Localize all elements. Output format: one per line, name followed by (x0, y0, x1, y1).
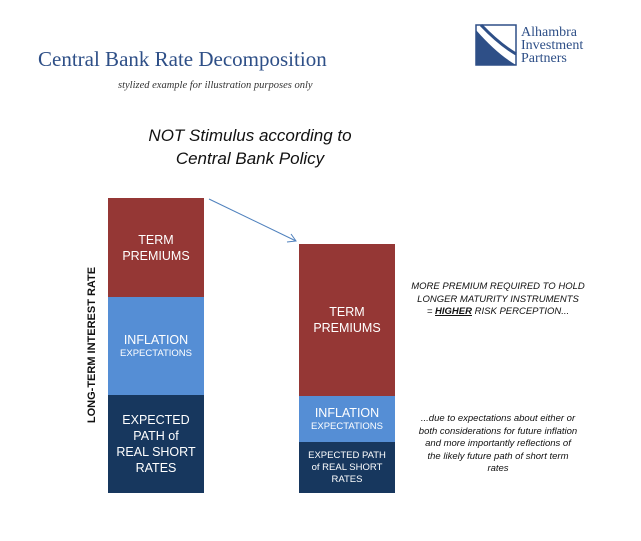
right-real-line-1: EXPECTED PATH (308, 449, 386, 461)
page-title: Central Bank Rate Decomposition (38, 47, 327, 71)
right-inflation-line-1: INFLATION (314, 405, 380, 420)
right-term-line-2: PREMIUMS (313, 321, 381, 335)
right-real-rates-segment: EXPECTED PATH of REAL SHORT RATES (299, 442, 395, 493)
left-bar: TERM PREMIUMS INFLATION EXPECTATIONS EXP… (108, 198, 204, 493)
left-real-rates-segment: EXPECTED PATH of REAL SHORT RATES (108, 395, 204, 493)
left-real-line-1: EXPECTED (122, 413, 190, 427)
headline: NOT Stimulus according to Central Bank P… (120, 124, 380, 170)
left-inflation-segment: INFLATION EXPECTATIONS (108, 297, 204, 395)
expectations-note-line-1: ...due to expectations about either or (420, 413, 576, 424)
company-logo: Alhambra Investment Partners (475, 24, 605, 68)
right-bar: TERM PREMIUMS INFLATION EXPECTATIONS EXP… (299, 244, 395, 493)
premium-note-prefix: = (426, 306, 436, 317)
right-real-line-3: RATES (331, 473, 363, 485)
left-term-premiums-segment: TERM PREMIUMS (108, 198, 204, 297)
right-real-line-2: of REAL SHORT (311, 461, 383, 473)
right-inflation-segment: INFLATION EXPECTATIONS (299, 396, 395, 442)
headline-line-1: NOT Stimulus according to (148, 126, 352, 145)
premium-note-suffix: RISK PERCEPTION... (472, 306, 570, 317)
headline-line-2: Central Bank Policy (175, 149, 325, 168)
logo-text-line-2: Investment (521, 38, 584, 53)
y-axis-label-text: LONG-TERM INTEREST RATE (86, 266, 98, 424)
expectations-note: ...due to expectations about either or b… (398, 413, 598, 476)
logo-mark-icon (475, 24, 517, 66)
logo-text-line-3: Partners (521, 51, 567, 66)
left-inflation-line-1: INFLATION (123, 333, 189, 347)
left-real-line-3: REAL SHORT (116, 445, 196, 459)
term-premium-note: MORE PREMIUM REQUIRED TO HOLD LONGER MAT… (398, 281, 598, 319)
right-inflation-line-2: EXPECTATIONS (311, 420, 383, 432)
expectations-note-line-5: rates (487, 463, 509, 474)
premium-note-line-1: MORE PREMIUM REQUIRED TO HOLD (411, 281, 585, 292)
right-term-line-1: TERM (329, 305, 365, 319)
left-inflation-line-2: EXPECTATIONS (120, 348, 192, 359)
left-real-line-4: RATES (135, 461, 177, 475)
premium-note-emphasis: HIGHER (435, 306, 472, 317)
left-term-line-2: PREMIUMS (122, 248, 190, 263)
page-subtitle: stylized example for illustration purpos… (118, 80, 313, 91)
premium-note-line-2: LONGER MATURITY INSTRUMENTS (417, 293, 579, 305)
expectations-note-line-3: and more importantly reflections of (425, 438, 571, 449)
right-term-premiums-segment: TERM PREMIUMS (299, 244, 395, 396)
premium-note-line-3: = HIGHER RISK PERCEPTION... (398, 306, 598, 319)
left-real-line-2: PATH of (133, 429, 179, 443)
expectations-note-line-2: both considerations for future inflation (418, 425, 578, 437)
logo-text-line-1: Alhambra (521, 25, 577, 40)
expectations-note-line-4: the likely future path of short term (427, 450, 569, 462)
left-term-line-1: TERM (138, 232, 174, 247)
